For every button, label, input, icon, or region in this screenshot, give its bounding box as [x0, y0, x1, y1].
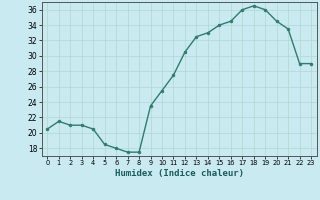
X-axis label: Humidex (Indice chaleur): Humidex (Indice chaleur) [115, 169, 244, 178]
